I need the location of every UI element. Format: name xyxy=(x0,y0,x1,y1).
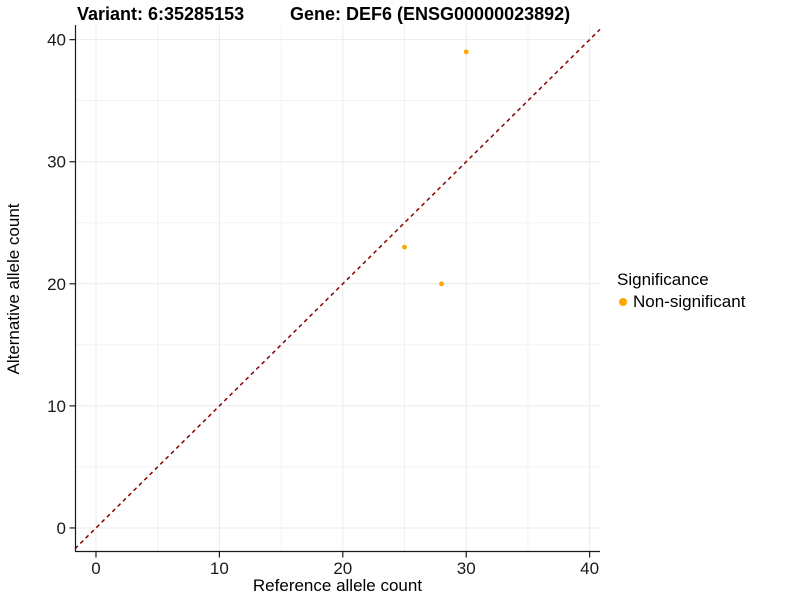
legend-item-label: Non-significant xyxy=(633,292,746,311)
legend-item-non-significant: Non-significant xyxy=(617,292,746,311)
y-tick-label: 0 xyxy=(57,519,66,538)
y-tick-label: 10 xyxy=(47,397,66,416)
legend: Significance Non-significant xyxy=(617,270,745,311)
legend-title: Significance xyxy=(617,270,709,289)
x-tick-label: 0 xyxy=(91,559,100,578)
scatter-chart: 0 10 20 30 40 0 10 20 30 40 xyxy=(47,25,601,578)
y-tick-label: 30 xyxy=(47,153,66,172)
plot-title-variant: Variant: 6:35285153 xyxy=(77,4,245,24)
x-tick-label: 30 xyxy=(457,559,476,578)
x-tick-label: 40 xyxy=(580,559,599,578)
x-tick-label: 20 xyxy=(333,559,352,578)
y-tick-label: 40 xyxy=(47,31,66,50)
legend-point-icon xyxy=(619,298,627,306)
y-axis-title-text: Alternative allele count xyxy=(4,203,23,375)
plot-panel: 0 10 20 30 40 0 10 20 30 40 xyxy=(47,25,601,578)
data-point xyxy=(463,49,469,55)
x-tick-label: 10 xyxy=(210,559,229,578)
y-tick-label: 20 xyxy=(47,275,66,294)
identity-reference-line xyxy=(74,28,601,550)
plot-title-gene: Gene: DEF6 (ENSG00000023892) xyxy=(290,4,571,24)
x-axis-title: Reference allele count xyxy=(252,576,423,595)
data-point xyxy=(439,281,444,287)
data-point xyxy=(402,244,407,250)
